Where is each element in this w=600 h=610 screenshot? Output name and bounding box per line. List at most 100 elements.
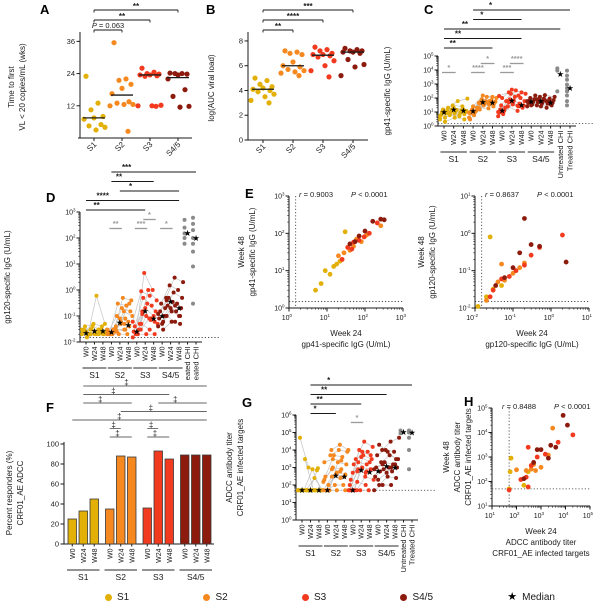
svg-text:★: ★ xyxy=(440,107,448,117)
legend-item-s45: S4/5 xyxy=(400,592,433,603)
svg-text:**: ** xyxy=(133,2,140,11)
legend-label-s3: S3 xyxy=(313,591,327,603)
svg-text:103: 103 xyxy=(423,80,434,89)
svg-text:★: ★ xyxy=(450,104,458,114)
svg-text:104: 104 xyxy=(477,428,488,437)
svg-text:W48: W48 xyxy=(129,548,136,563)
legend-label-s2: S2 xyxy=(215,591,228,603)
svg-text:W48: W48 xyxy=(548,130,555,145)
panel-f-chart: 0 20 40 60 80 100 Percent responders (%) CRF01_… xyxy=(5,378,214,582)
svg-text:W24: W24 xyxy=(359,524,366,539)
svg-text:**: ** xyxy=(462,20,469,29)
svg-text:★: ★ xyxy=(566,83,574,93)
svg-text:S1: S1 xyxy=(89,370,100,380)
panel-d-chart: 10-2 10-1 100 101 102 103 gp120-specific IgG (… xyxy=(3,163,220,381)
panel-letter-f: F xyxy=(46,400,54,415)
svg-text:W24: W24 xyxy=(117,346,124,361)
svg-text:VL < 20 copies/mL (wks): VL < 20 copies/mL (wks) xyxy=(18,43,27,131)
svg-text:36: 36 xyxy=(67,37,75,46)
svg-text:105: 105 xyxy=(423,52,434,61)
s3-dot-icon xyxy=(301,593,309,601)
svg-text:Treated CHI: Treated CHI xyxy=(408,525,417,566)
svg-text:★: ★ xyxy=(184,228,192,238)
svg-text:****: **** xyxy=(472,63,484,72)
svg-text:W24: W24 xyxy=(538,130,545,145)
svg-text:log(AUC viral load): log(AUC viral load) xyxy=(207,54,216,121)
svg-text:102: 102 xyxy=(477,477,488,486)
svg-text:★: ★ xyxy=(349,485,357,495)
svg-text:★: ★ xyxy=(400,427,408,437)
svg-text:W24: W24 xyxy=(193,548,200,563)
svg-text:★: ★ xyxy=(374,466,382,476)
legend-label-median: Median xyxy=(522,591,555,603)
svg-text:102: 102 xyxy=(65,234,76,243)
svg-text:4: 4 xyxy=(239,86,243,95)
svg-text:S1: S1 xyxy=(448,154,459,164)
svg-text:100: 100 xyxy=(282,313,293,322)
svg-text:Week 48: Week 48 xyxy=(417,236,426,268)
panel-g-chart: 100 101 102 103 104 105 106 ADCC antibody titer… xyxy=(225,376,436,572)
svg-text:S2: S2 xyxy=(284,142,298,156)
svg-text:S4/5: S4/5 xyxy=(187,572,205,582)
figure-legend: S1 S2 S3 S4/5 ★ Median xyxy=(105,586,555,608)
svg-text:W0: W0 xyxy=(134,346,141,357)
svg-text:W48: W48 xyxy=(490,130,497,145)
svg-text:W0: W0 xyxy=(500,130,507,141)
panel-e-gp120-chart: 10-2 10-1 100 101 10-2 10-1 100 101 r = 0.8637 P … xyxy=(417,190,593,349)
svg-text:gp120-specific IgG (U/mL): gp120-specific IgG (U/mL) xyxy=(485,340,579,349)
svg-text:**: ** xyxy=(116,173,123,182)
svg-text:★: ★ xyxy=(479,97,487,107)
svg-text:r = 0.9003: r = 0.9003 xyxy=(299,190,333,199)
svg-text:S3: S3 xyxy=(153,572,164,582)
legend-item-s2: S2 xyxy=(203,591,228,603)
svg-text:W0: W0 xyxy=(442,130,449,141)
svg-text:W0: W0 xyxy=(325,524,332,535)
legend-label-s1: S1 xyxy=(117,591,130,603)
svg-text:Treated CHI: Treated CHI xyxy=(566,131,575,172)
svg-text:Treated CHI: Treated CHI xyxy=(192,347,201,381)
svg-text:102: 102 xyxy=(274,229,285,238)
svg-text:102: 102 xyxy=(358,313,369,322)
svg-text:‡: ‡ xyxy=(173,395,177,404)
svg-text:W48: W48 xyxy=(100,346,107,361)
svg-text:gp41-specific IgG (U/mL): gp41-specific IgG (U/mL) xyxy=(383,46,392,135)
svg-text:60: 60 xyxy=(51,480,59,489)
svg-text:100: 100 xyxy=(65,286,76,295)
svg-text:10-2: 10-2 xyxy=(459,304,471,313)
svg-text:80: 80 xyxy=(51,460,59,469)
panel-e-gp41-chart: 100 101 102 103 100 101 102 103 r = 0.9003 P < 0.… xyxy=(237,190,406,349)
svg-text:Week 24: Week 24 xyxy=(330,329,362,338)
svg-text:★: ★ xyxy=(141,306,149,316)
svg-text:**: ** xyxy=(455,30,462,39)
svg-text:CRF01_AE ADCC: CRF01_AE ADCC xyxy=(16,460,25,525)
svg-text:*: * xyxy=(313,405,317,414)
svg-text:Week 48: Week 48 xyxy=(442,441,451,473)
svg-text:W48: W48 xyxy=(167,548,174,563)
svg-text:***: *** xyxy=(503,63,512,72)
svg-text:W24: W24 xyxy=(118,548,125,563)
svg-text:24: 24 xyxy=(67,69,75,78)
svg-text:0: 0 xyxy=(239,136,243,145)
svg-text:**: ** xyxy=(119,12,126,21)
svg-text:101: 101 xyxy=(320,313,331,322)
panel-c: C 100 101 102 103 104 105 gp41-specific IgG (U… xyxy=(380,0,600,208)
svg-text:W24: W24 xyxy=(333,524,340,539)
svg-text:W24: W24 xyxy=(451,130,458,145)
svg-text:‡: ‡ xyxy=(111,387,115,396)
svg-text:100: 100 xyxy=(281,516,292,525)
svg-text:★: ★ xyxy=(508,95,516,105)
svg-text:★: ★ xyxy=(124,320,132,330)
svg-text:S4/5: S4/5 xyxy=(162,370,180,380)
svg-text:W48: W48 xyxy=(316,524,323,539)
svg-text:101: 101 xyxy=(582,313,593,322)
panel-letter-e: E xyxy=(245,186,254,201)
svg-text:10-1: 10-1 xyxy=(459,266,471,275)
svg-text:★: ★ xyxy=(82,328,90,338)
svg-text:S4/5: S4/5 xyxy=(378,548,396,558)
panel-letter-h: H xyxy=(464,394,474,409)
svg-text:W24: W24 xyxy=(509,130,516,145)
svg-text:ADCC antibody titer: ADCC antibody titer xyxy=(453,421,462,492)
svg-text:★: ★ xyxy=(469,106,477,116)
svg-text:gp120-specific IgG (U/mL): gp120-specific IgG (U/mL) xyxy=(3,230,12,324)
panel-a-chart: 12 24 36 Time to first VL < 20 copies/mL (wk… xyxy=(7,2,192,158)
